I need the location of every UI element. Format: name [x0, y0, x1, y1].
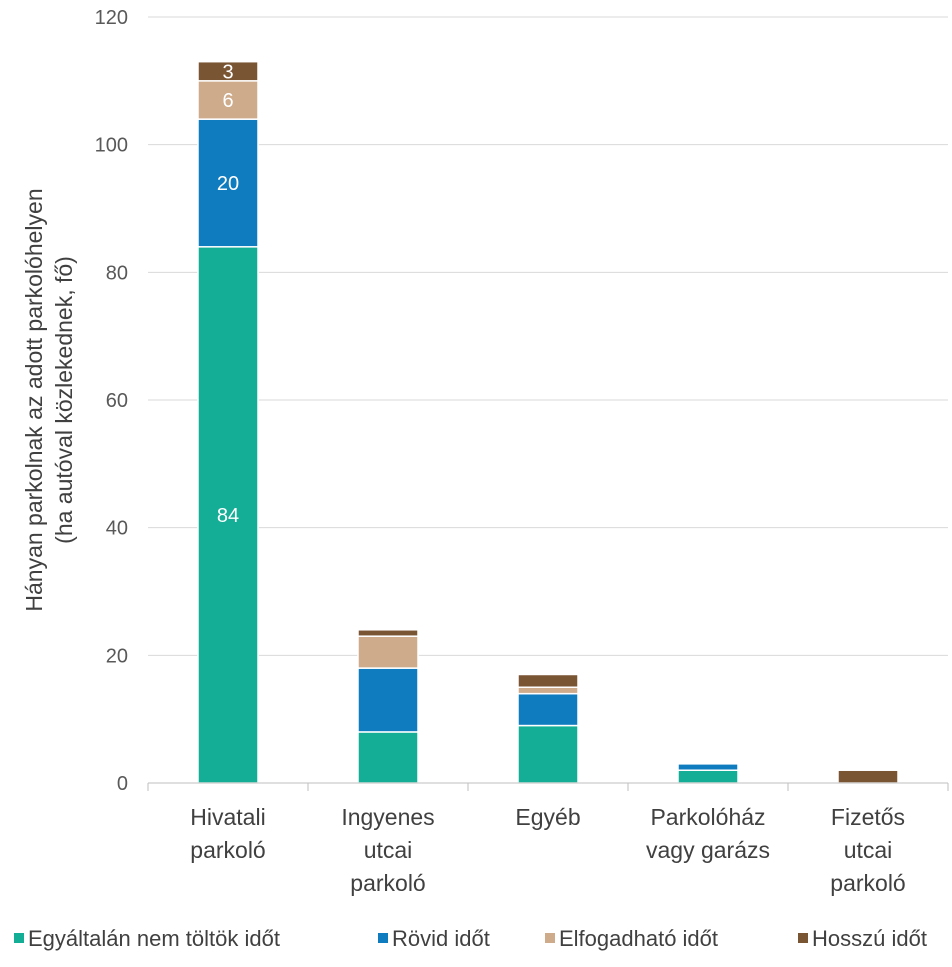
bar-segment	[357, 667, 419, 733]
x-tick-label: utcai	[844, 837, 893, 863]
data-label: 20	[217, 173, 239, 195]
bar-segment	[837, 769, 899, 784]
bar-segment	[357, 629, 419, 637]
bars: 84 20 6 3	[197, 60, 899, 784]
x-axis: Hivatali parkoló Ingyenes utcai parkoló Egyéb…	[147, 782, 949, 896]
legend-swatch	[14, 933, 24, 943]
x-tick-label: parkoló	[830, 870, 905, 896]
data-label: 84	[217, 505, 239, 527]
x-tick-label: Hivatali	[190, 804, 265, 830]
bar-segment	[517, 692, 579, 727]
y-tick-label: 80	[106, 262, 128, 284]
bar-segment	[517, 724, 579, 784]
y-axis-title-line: (ha autóval közlekednek, fő)	[51, 256, 77, 544]
legend: Egyáltalán nem töltök időt Rövid időt Elfo…	[14, 926, 927, 951]
y-tick-label: 20	[106, 645, 128, 667]
x-tick-label: Parkolóház	[650, 804, 765, 830]
x-tick-label: Ingyenes	[341, 804, 434, 830]
y-axis: 0 20 40 60 80 100 120	[95, 7, 128, 795]
legend-swatch	[378, 933, 388, 943]
legend-label: Elfogadható időt	[559, 926, 718, 951]
legend-swatch	[545, 933, 555, 943]
legend-label: Egyáltalán nem töltök időt	[28, 926, 280, 951]
bar-segment	[517, 686, 579, 695]
data-label: 6	[222, 90, 233, 112]
bar-segment	[197, 118, 259, 248]
gridlines	[148, 16, 948, 656]
y-tick-label: 0	[117, 773, 128, 795]
y-axis-title: Hányan parkolnak az adott parkolóhelyen(…	[21, 188, 77, 611]
x-tick-label: Fizetős	[831, 804, 905, 830]
y-axis-title-line: Hányan parkolnak az adott parkolóhelyen	[21, 188, 47, 611]
y-tick-label: 40	[106, 518, 128, 540]
y-tick-label: 60	[106, 390, 128, 412]
legend-label: Hosszú időt	[812, 926, 927, 951]
y-tick-label: 100	[95, 135, 128, 157]
x-tick-label: utcai	[364, 837, 413, 863]
bar-segment	[357, 731, 419, 784]
x-tick-label: vagy garázs	[646, 837, 770, 863]
x-tick-label: parkoló	[350, 870, 425, 896]
bar-segment	[197, 80, 259, 120]
legend-label: Rövid időt	[392, 926, 490, 951]
bar-segment	[677, 769, 739, 784]
legend-swatch	[798, 933, 808, 943]
y-tick-label: 120	[95, 7, 128, 29]
bar-segment	[677, 763, 739, 771]
bar-segment	[357, 635, 419, 669]
bar-segment	[197, 60, 259, 82]
data-label: 3	[222, 61, 233, 83]
x-tick-label: parkoló	[190, 837, 265, 863]
x-tick-label: Egyéb	[515, 804, 580, 830]
bar-segment	[517, 673, 579, 689]
